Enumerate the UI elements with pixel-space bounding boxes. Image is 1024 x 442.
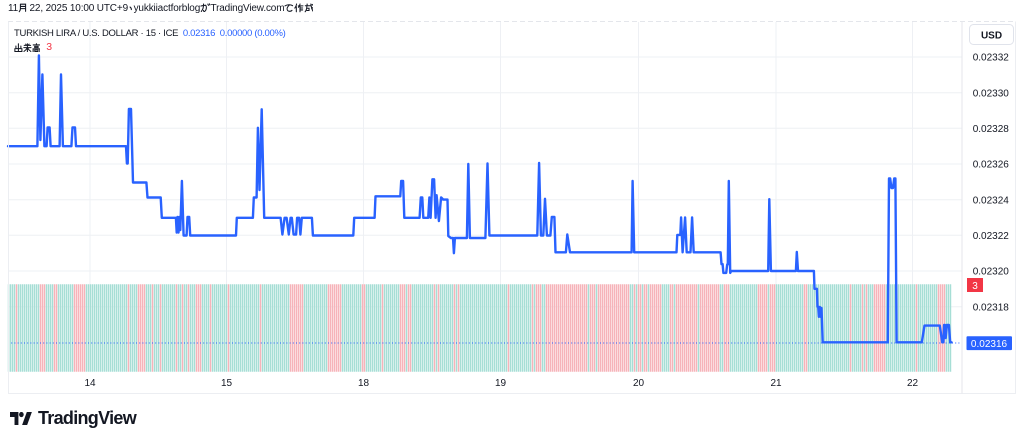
svg-text:0.02326: 0.02326 [973,160,1010,171]
svg-text:0.02324: 0.02324 [973,195,1010,206]
svg-text:0.02332: 0.02332 [973,53,1010,64]
svg-text:USD: USD [981,31,1002,42]
svg-text:18: 18 [358,378,370,389]
svg-text:22: 22 [907,378,919,389]
svg-text:0.02316: 0.02316 [971,339,1008,350]
svg-text:0.02330: 0.02330 [973,88,1010,99]
svg-text:3: 3 [972,281,978,292]
svg-text:0.02320: 0.02320 [973,267,1010,278]
svg-text:0.02322: 0.02322 [973,231,1010,242]
svg-text:19: 19 [495,378,507,389]
svg-text:14: 14 [84,378,96,389]
svg-text:0.02318: 0.02318 [973,302,1010,313]
svg-text:0.02328: 0.02328 [973,124,1010,135]
svg-text:15: 15 [221,378,233,389]
svg-text:21: 21 [770,378,782,389]
svg-text:20: 20 [633,378,645,389]
